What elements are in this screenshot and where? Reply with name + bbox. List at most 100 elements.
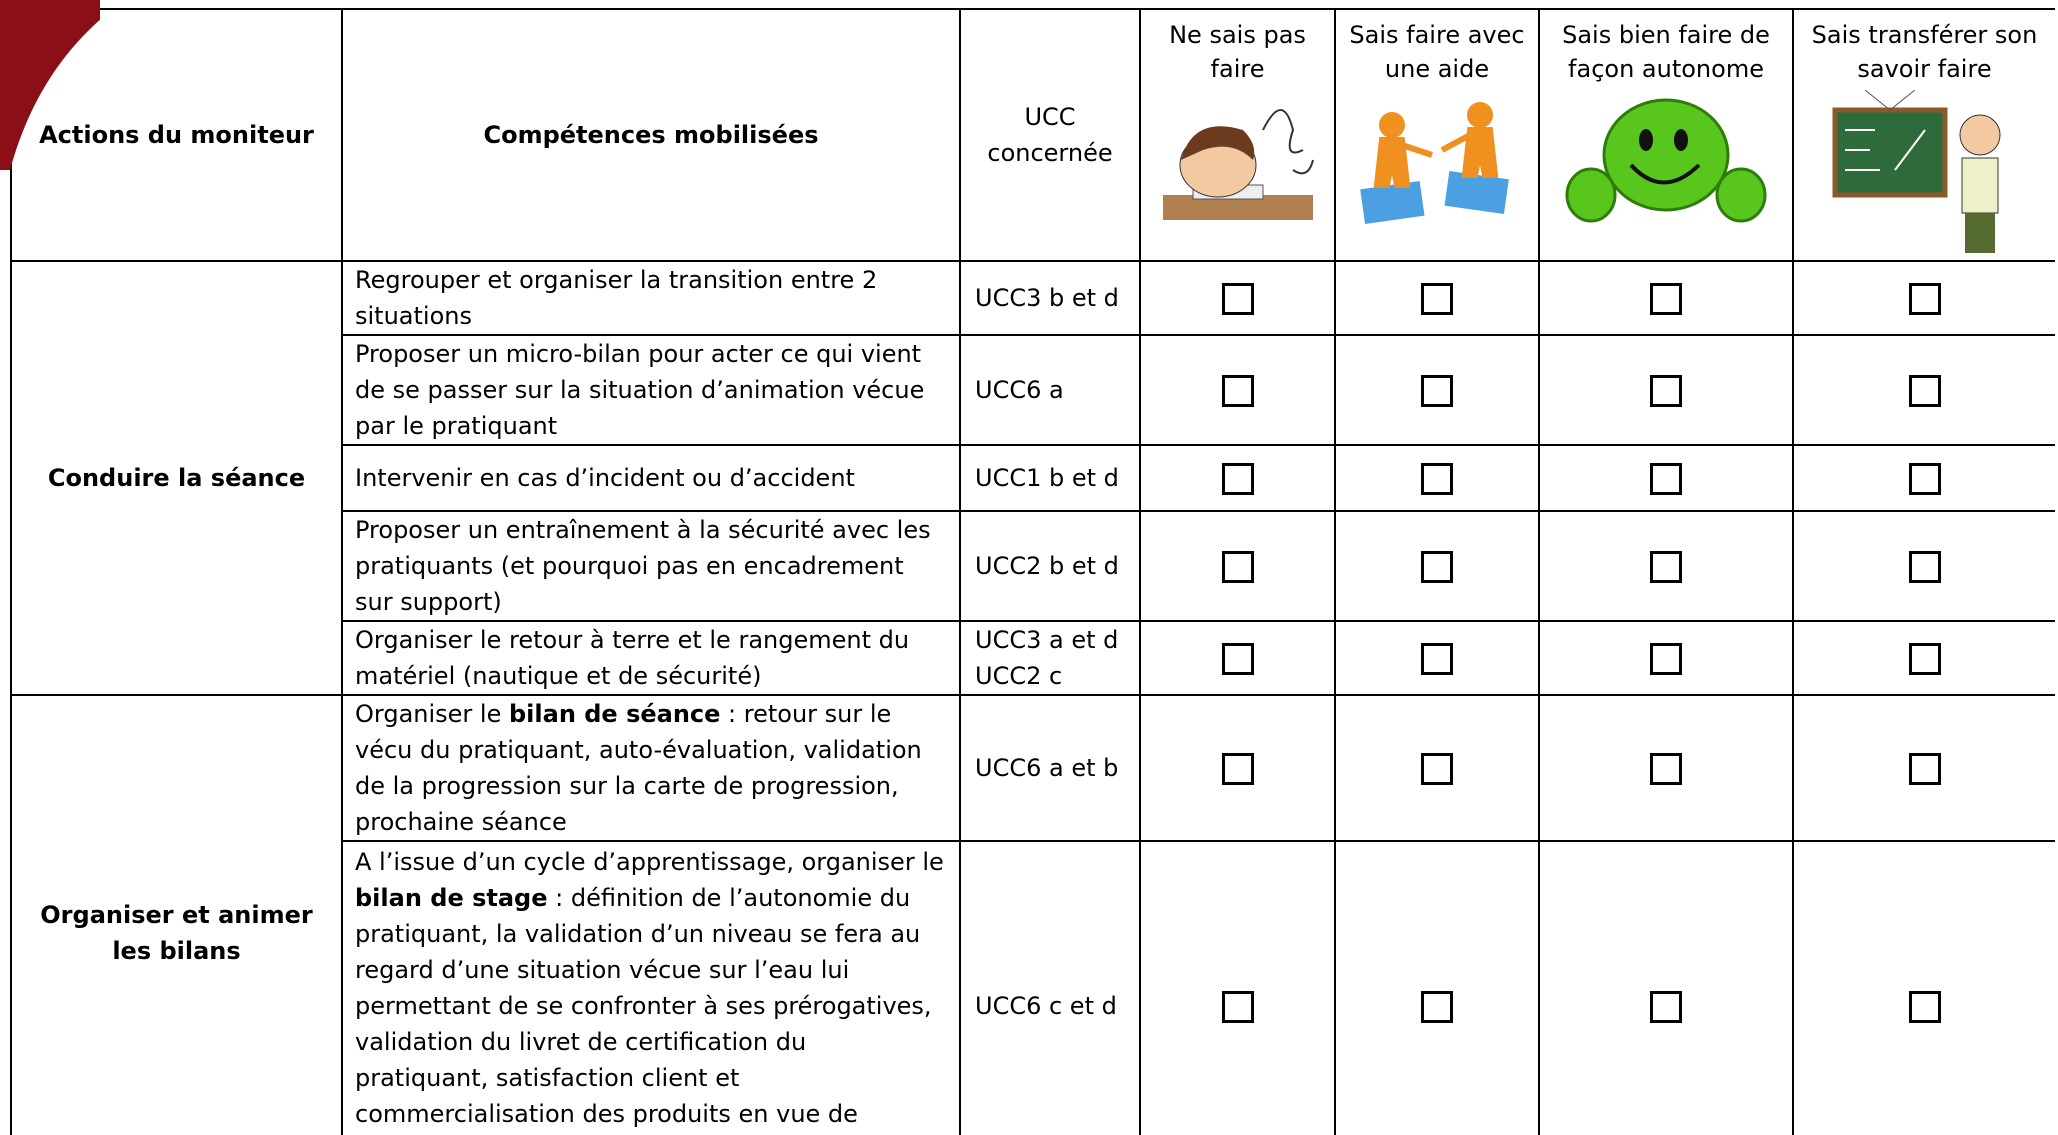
checkbox[interactable] xyxy=(1650,463,1682,495)
level-label: Sais bien faire de façon autonome xyxy=(1562,21,1770,83)
checkbox[interactable] xyxy=(1421,643,1453,675)
ucc-cell: UCC6 a xyxy=(959,334,1141,446)
competence-text: A l’issue d’un cycle d’apprentissage, or… xyxy=(355,848,944,876)
checkbox-cell xyxy=(1792,260,2055,336)
competence-cell: Organiser le retour à terre et le rangem… xyxy=(341,620,961,696)
checkbox-cell xyxy=(1538,694,1794,842)
checkbox[interactable] xyxy=(1650,643,1682,675)
checkbox[interactable] xyxy=(1221,463,1254,495)
ucc-text: UCC1 b et d xyxy=(975,464,1119,492)
checkbox[interactable] xyxy=(1908,375,1941,407)
checkbox-cell xyxy=(1139,444,1336,512)
checkbox-cell xyxy=(1538,444,1794,512)
action-cell: Conduire la séance xyxy=(10,260,343,696)
competence-text: Intervenir en cas d’incident ou d’accide… xyxy=(355,464,855,492)
header-text: Compétences mobilisées xyxy=(483,121,819,149)
competence-cell: Organiser le bilan de séance : retour su… xyxy=(341,694,961,842)
competence-text: Organiser le retour à terre et le rangem… xyxy=(355,626,910,690)
ucc-text: UCC3 a et d xyxy=(975,626,1119,654)
competence-text: : retour sur le vécu du pratiquant, auto… xyxy=(355,700,922,836)
checkbox[interactable] xyxy=(1221,991,1254,1023)
checkbox-cell xyxy=(1334,510,1540,622)
table-row: Organiser et animer les bilans Organiser … xyxy=(10,694,2055,1135)
checkbox-cell xyxy=(1139,260,1336,336)
checkbox-cell xyxy=(1139,694,1336,842)
competence-text: Organiser le xyxy=(355,700,509,728)
checkbox[interactable] xyxy=(1650,551,1682,583)
checkbox[interactable] xyxy=(1908,551,1941,583)
checkbox[interactable] xyxy=(1650,753,1682,785)
ucc-text: UCC2 b et d xyxy=(975,552,1119,580)
checkbox[interactable] xyxy=(1221,753,1254,785)
header-cell: UCC concernée xyxy=(959,8,1141,262)
checkbox-cell xyxy=(1792,444,2055,512)
corner-decoration xyxy=(0,0,100,170)
checkbox-cell xyxy=(1538,620,1794,696)
ucc-cell: UCC3 a et d UCC2 c xyxy=(959,620,1141,696)
checkbox-cell xyxy=(1334,620,1540,696)
checkbox[interactable] xyxy=(1650,375,1682,407)
checkbox[interactable] xyxy=(1421,991,1453,1023)
checkbox[interactable] xyxy=(1908,991,1941,1023)
checkbox-cell xyxy=(1538,334,1794,446)
action-cell: Organiser et animer les bilans xyxy=(10,694,343,1135)
table-row: Proposer un micro-bilan pour acter ce qu… xyxy=(11,334,2055,446)
header-text: UCC concernée xyxy=(987,103,1113,167)
checkbox-cell xyxy=(1334,840,1540,1135)
ucc-text: UCC2 c xyxy=(975,662,1063,690)
ucc-cell: UCC6 a et b xyxy=(959,694,1141,842)
level-header: Sais bien faire de façon autonome xyxy=(1538,8,1794,262)
header-cell: Compétences mobilisées xyxy=(341,8,961,262)
checkbox[interactable] xyxy=(1221,375,1254,407)
competence-cell: Regrouper et organiser la transition ent… xyxy=(341,260,961,336)
ucc-text: UCC3 b et d xyxy=(975,284,1119,312)
checkbox[interactable] xyxy=(1908,283,1941,315)
checkbox[interactable] xyxy=(1650,991,1682,1023)
checkbox[interactable] xyxy=(1908,753,1941,785)
checkbox[interactable] xyxy=(1221,551,1254,583)
icon-puzzle-people xyxy=(1360,102,1509,224)
checkbox[interactable] xyxy=(1421,283,1453,315)
checkbox-cell xyxy=(1139,620,1336,696)
checkbox-cell xyxy=(1334,334,1540,446)
checkbox[interactable] xyxy=(1650,283,1682,315)
level-header: Sais faire avec une aide xyxy=(1334,8,1540,262)
ucc-cell: UCC1 b et d xyxy=(959,444,1141,512)
checkbox[interactable] xyxy=(1421,753,1453,785)
competence-cell: Intervenir en cas d’incident ou d’accide… xyxy=(341,444,961,512)
ucc-cell: UCC3 b et d xyxy=(959,260,1141,336)
competence-text: Proposer un entraînement à la sécurité a… xyxy=(355,516,931,616)
checkbox-cell xyxy=(1792,510,2055,622)
checkbox-cell xyxy=(1334,444,1540,512)
checkbox[interactable] xyxy=(1421,463,1453,495)
checkbox-cell xyxy=(1139,510,1336,622)
icon-sleeping xyxy=(1162,109,1314,220)
icon-teacher xyxy=(1832,90,2000,253)
level-header: Sais transférer son savoir faire xyxy=(1792,8,2055,262)
checkbox[interactable] xyxy=(1908,643,1941,675)
competence-text: bilan de séance xyxy=(508,700,721,728)
checkbox[interactable] xyxy=(1221,643,1254,675)
header-row: Actions du moniteur Compétences mobilisée… xyxy=(10,8,2055,262)
competence-text: Proposer un micro-bilan pour acter ce qu… xyxy=(355,340,925,440)
checkbox-cell xyxy=(1139,840,1336,1135)
checkbox[interactable] xyxy=(1908,463,1941,495)
checkbox-cell xyxy=(1538,260,1794,336)
competence-cell: A l’issue d’un cycle d’apprentissage, or… xyxy=(341,840,961,1135)
table-row: Proposer un entraînement à la sécurité a… xyxy=(11,510,2055,622)
checkbox-cell xyxy=(1792,334,2055,446)
competence-text: bilan de stage xyxy=(355,884,548,912)
level-label: Ne sais pas faire xyxy=(1169,21,1306,83)
checkbox[interactable] xyxy=(1221,283,1254,315)
table-wrapper: Actions du moniteur Compétences mobilisée… xyxy=(10,8,2055,1135)
competence-text: : définition de l’autonomie du pratiquan… xyxy=(355,884,932,1128)
icon-smiley xyxy=(1565,98,1767,223)
action-text: Conduire la séance xyxy=(47,464,306,492)
checkbox[interactable] xyxy=(1421,551,1453,583)
table-row: Organiser le retour à terre et le rangem… xyxy=(11,620,2055,696)
checkbox[interactable] xyxy=(1421,375,1453,407)
action-text: Organiser et animer les bilans xyxy=(40,901,313,965)
ucc-cell: UCC6 c et d xyxy=(959,840,1141,1135)
checkbox-cell xyxy=(1792,840,2055,1135)
